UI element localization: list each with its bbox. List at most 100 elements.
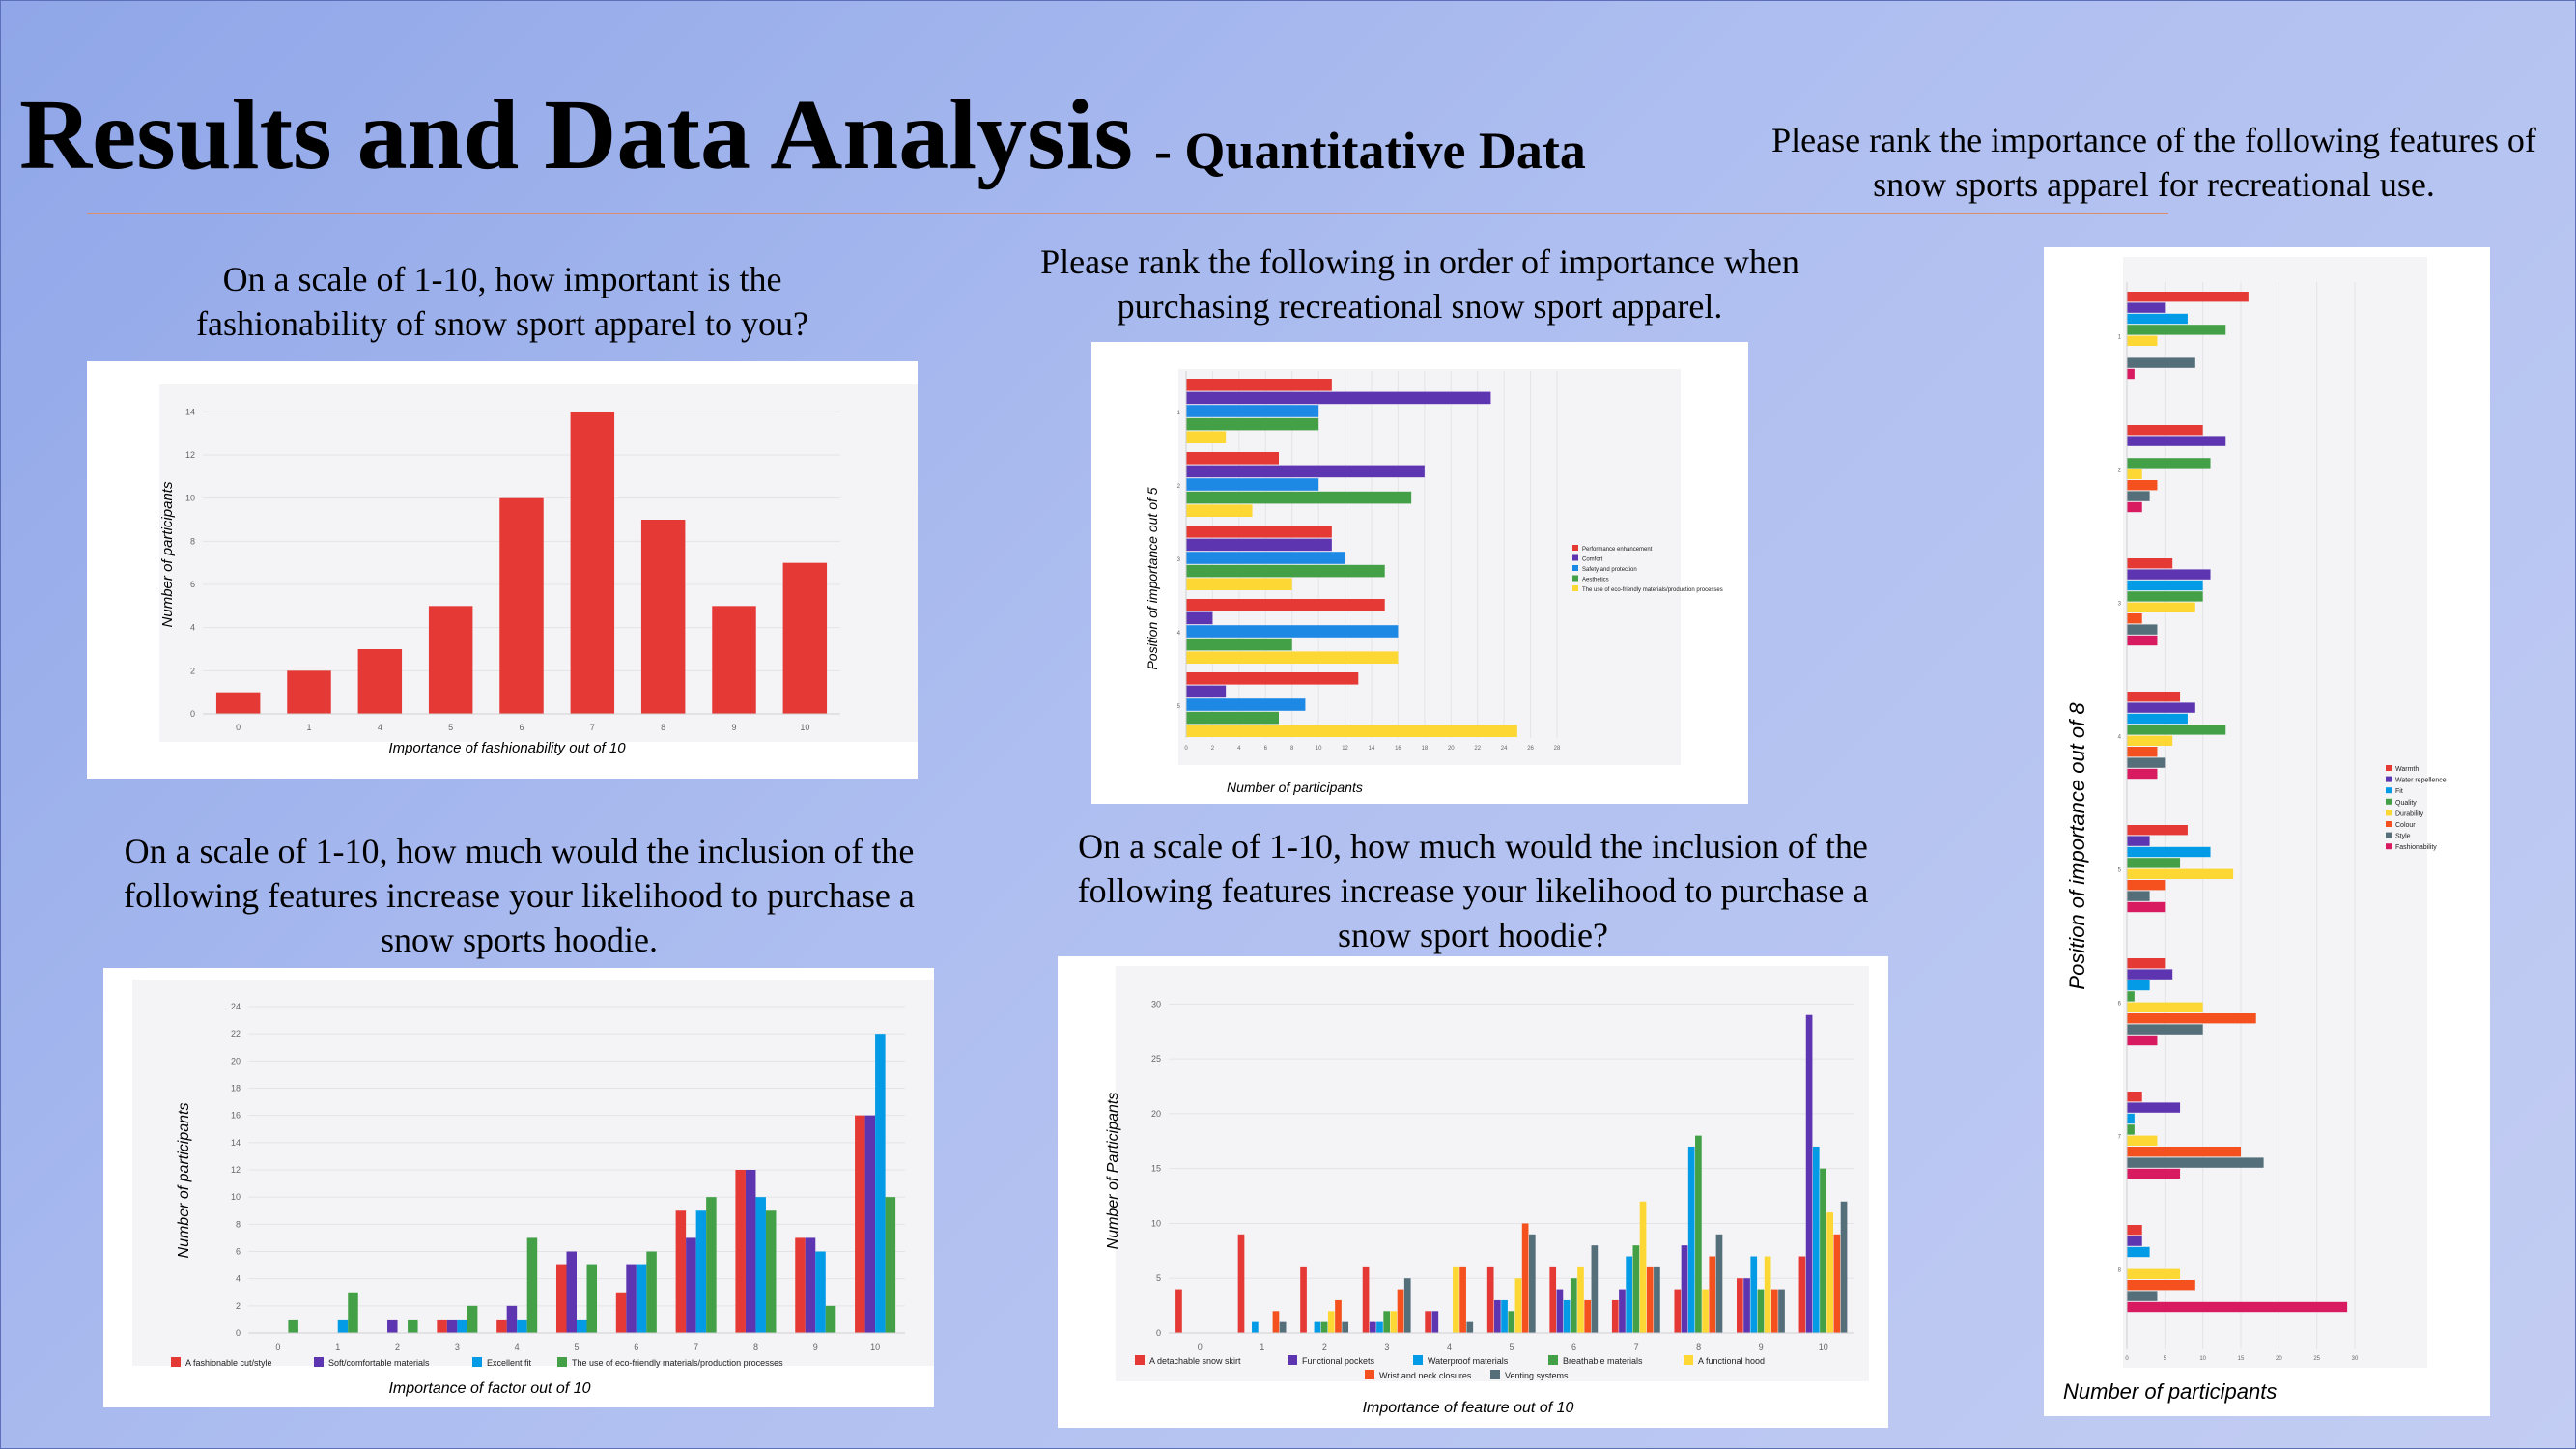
x-tick-label: 10 [800, 723, 809, 732]
y-tick-label: 14 [231, 1138, 241, 1148]
bar [1425, 1311, 1431, 1333]
x-tick-label: 12 [1342, 746, 1348, 752]
bar [1314, 1321, 1321, 1333]
x-tick-label: 7 [694, 1342, 698, 1351]
bar [288, 1319, 298, 1333]
bar [1186, 698, 1306, 711]
bar [2127, 624, 2158, 635]
bar [526, 1237, 538, 1333]
chart-features: 0 5 10 15 20 25 30 0 1 2 3 4 5 6 7 8 9 10 Importance of fe… [1105, 966, 1869, 1416]
bar [2127, 735, 2173, 746]
bar [337, 1319, 349, 1333]
x-axis-title: Importance of fashionability out of 10 [388, 740, 626, 756]
bar [2127, 325, 2226, 335]
legend-label: A fashionable cut/style [185, 1358, 272, 1368]
bar [2127, 425, 2203, 436]
x-tick-label: 6 [634, 1342, 638, 1351]
y-tick-label: 6 [2118, 1002, 2122, 1008]
bar [1320, 1321, 1328, 1333]
y-tick-label: 2 [1177, 484, 1181, 490]
bar [1186, 491, 1412, 504]
x-tick-label: 4 [378, 723, 382, 732]
bar [1584, 1299, 1592, 1333]
bar [1279, 1321, 1287, 1333]
legend-label: A detachable snow skirt [1149, 1356, 1241, 1366]
bar [2127, 558, 2173, 569]
y-tick-label: 14 [185, 407, 195, 416]
x-tick-label: 6 [519, 723, 524, 732]
bar [2127, 491, 2150, 501]
bar [1737, 1278, 1743, 1333]
question-rank5: Please rank the following in order of im… [1040, 242, 1799, 326]
x-tick-label: 8 [661, 723, 665, 732]
bar [1186, 379, 1332, 391]
x-tick-label: 10 [870, 1342, 880, 1351]
legend-label: Fashionability [2395, 844, 2437, 851]
bar [646, 1251, 657, 1333]
legend-swatch [171, 1357, 181, 1367]
bar [1186, 478, 1319, 491]
bar [1591, 1245, 1599, 1333]
bar [499, 497, 544, 714]
bar [2127, 335, 2158, 346]
y-tick-label: 5 [1156, 1273, 1161, 1283]
bar [1654, 1266, 1660, 1333]
bar [1743, 1278, 1750, 1333]
bar [1715, 1234, 1723, 1333]
bar [1186, 552, 1345, 564]
x-tick-label: 10 [1819, 1342, 1828, 1351]
question-features: On a scale of 1-10, how much would the i… [1077, 827, 1869, 954]
legend-swatch [1490, 1370, 1500, 1379]
bar [2127, 580, 2203, 591]
bar [1556, 1289, 1564, 1333]
bar [1639, 1201, 1647, 1333]
y-tick-label: 3 [1177, 557, 1181, 563]
bar [815, 1251, 826, 1333]
bar [1186, 452, 1279, 465]
x-tick-label: 26 [1527, 746, 1534, 752]
y-tick-label: 1 [1177, 411, 1181, 416]
y-tick-label: 6 [236, 1247, 241, 1257]
y-tick-label: 15 [1151, 1164, 1161, 1174]
y-tick-label: 22 [231, 1029, 241, 1038]
bar [2127, 980, 2150, 991]
bar [1237, 1234, 1245, 1333]
legend-swatch [1413, 1355, 1423, 1365]
bar [1186, 599, 1385, 611]
bar [2127, 1013, 2256, 1024]
bar [408, 1319, 418, 1333]
bar [745, 1170, 756, 1333]
bar [1611, 1299, 1619, 1333]
bar [1397, 1289, 1404, 1333]
x-tick-label: 6 [1571, 1342, 1576, 1351]
x-tick-label: 25 [2313, 1356, 2320, 1362]
bar [1186, 625, 1399, 638]
bar [1186, 504, 1253, 517]
bar [1186, 538, 1332, 552]
bar [636, 1264, 647, 1333]
bar [1453, 1266, 1459, 1333]
bar [1186, 417, 1319, 431]
x-tick-label: 15 [2238, 1356, 2245, 1362]
bar [2127, 357, 2195, 368]
legend-label: Breathable materials [1563, 1356, 1643, 1366]
bar [506, 1305, 518, 1333]
bar [1459, 1266, 1466, 1333]
x-tick-label: 2 [1322, 1342, 1327, 1351]
y-tick-label: 4 [1177, 631, 1181, 637]
bar [387, 1319, 398, 1333]
plot-background [2123, 257, 2427, 1368]
bar [2127, 1268, 2181, 1279]
bar [2127, 458, 2211, 469]
bar [695, 1210, 707, 1333]
x-tick-label: 0 [275, 1342, 280, 1351]
bar [1362, 1266, 1370, 1333]
bar [795, 1237, 806, 1333]
bar [1646, 1266, 1654, 1333]
bar [1563, 1299, 1571, 1333]
bar [1508, 1311, 1515, 1333]
y-tick-label: 2 [236, 1301, 241, 1311]
bar [467, 1305, 478, 1333]
